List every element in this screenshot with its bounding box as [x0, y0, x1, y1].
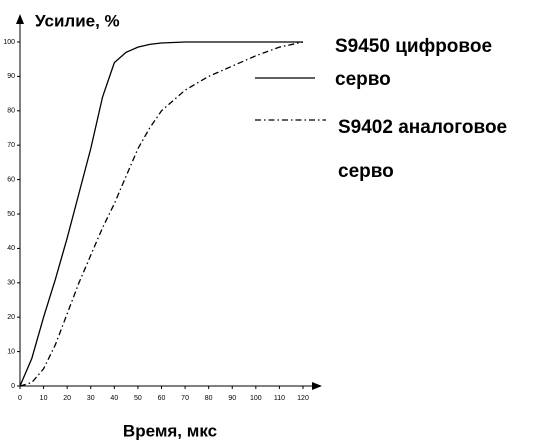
- x-tick-label: 100: [250, 395, 262, 402]
- series-line: [19, 41, 304, 387]
- y-tick-label: 20: [7, 314, 15, 321]
- y-tick-label: 0: [11, 383, 15, 390]
- x-tick-label: 0: [18, 395, 22, 402]
- y-tick-label: 80: [7, 108, 15, 115]
- x-axis-arrow: [312, 382, 322, 390]
- x-tick-label: 10: [40, 395, 48, 402]
- legend-entry: S9450 цифровое серво: [335, 36, 493, 90]
- y-tick-label: 10: [7, 348, 15, 355]
- x-tick-label: 90: [228, 395, 236, 402]
- x-tick-label: 40: [110, 395, 118, 402]
- y-tick-label: 30: [7, 280, 15, 287]
- x-tick-label: 50: [134, 395, 142, 402]
- y-axis-arrow: [16, 14, 24, 24]
- x-tick-label: 80: [205, 395, 213, 402]
- x-axis-label: Время, мкс: [123, 421, 217, 440]
- y-tick-label: 90: [7, 73, 15, 80]
- legend-entry: S9402 аналоговое серво: [338, 117, 508, 182]
- x-tick-label: 60: [158, 395, 166, 402]
- x-tick-label: 110: [274, 395, 285, 402]
- series-line: [19, 41, 303, 387]
- y-tick-label: 100: [3, 39, 15, 46]
- y-tick-label: 60: [7, 176, 15, 183]
- x-tick-label: 20: [63, 395, 71, 402]
- x-tick-label: 30: [87, 395, 95, 402]
- y-tick-label: 70: [7, 142, 15, 149]
- x-tick-label: 120: [297, 395, 309, 402]
- y-tick-label: 40: [7, 245, 15, 252]
- chart-title: Усилие, %: [35, 11, 120, 30]
- x-tick-label: 70: [181, 395, 189, 402]
- y-tick-label: 50: [7, 211, 15, 218]
